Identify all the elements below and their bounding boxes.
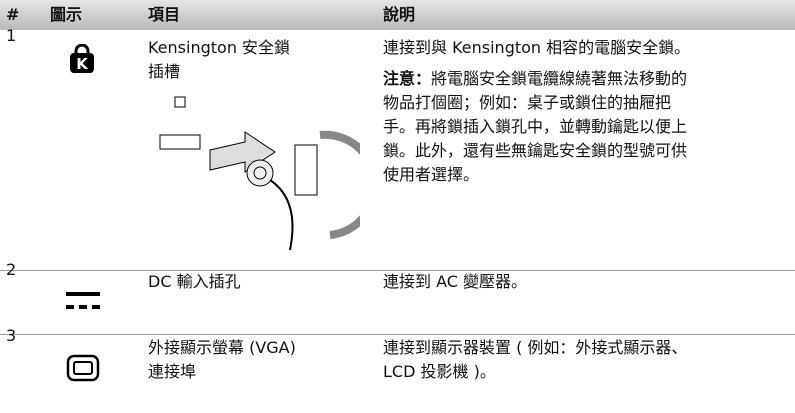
header-bar [0, 0, 795, 30]
description-text: 連接到顯示器裝置 ( 例如：外接式顯示器、 [383, 338, 688, 357]
row-number: 3 [6, 326, 17, 345]
row-number: 2 [6, 260, 17, 279]
vga-icon [66, 354, 100, 382]
header-cell: 說明 [383, 5, 416, 24]
row-number: 1 [6, 26, 17, 45]
item-text: DC 輸入插孔 [148, 272, 241, 291]
lock-icon: K [70, 44, 94, 73]
note-text: 物品打個圈；例如：桌子或鎖住的抽屜把 [383, 93, 672, 112]
description-text: 連接到 AC 變壓器。 [383, 272, 528, 291]
row-separator [0, 334, 795, 335]
header-cell: # [6, 5, 20, 24]
item-text: 插槽 [148, 62, 181, 81]
description-text: LCD 投影機 )。 [383, 362, 496, 381]
svg-text:K: K [76, 55, 89, 73]
note-label: 注意： [383, 69, 432, 88]
dc-icon [66, 292, 100, 309]
header-cell: 圖示 [50, 5, 83, 24]
item-text: Kensington 安全鎖 [148, 38, 291, 57]
lock-illustration [159, 96, 360, 251]
description-text: 連接到與 Kensington 相容的電腦安全鎖。 [383, 38, 691, 57]
note-text: 使用者選擇。 [383, 165, 480, 184]
item-text: 外接顯示螢幕 (VGA) [148, 338, 296, 357]
note-text: 將電腦安全鎖電纜線繞著無法移動的 [431, 69, 688, 88]
item-text: 連接埠 [148, 362, 197, 381]
note-text: 手。再將鎖插入鎖孔中，並轉動鑰匙以便上 [383, 117, 688, 136]
header-cell: 項目 [148, 5, 181, 24]
row-separator [0, 270, 795, 271]
note-text: 鎖。此外，還有些無鑰匙安全鎖的型號可供 [383, 141, 688, 160]
